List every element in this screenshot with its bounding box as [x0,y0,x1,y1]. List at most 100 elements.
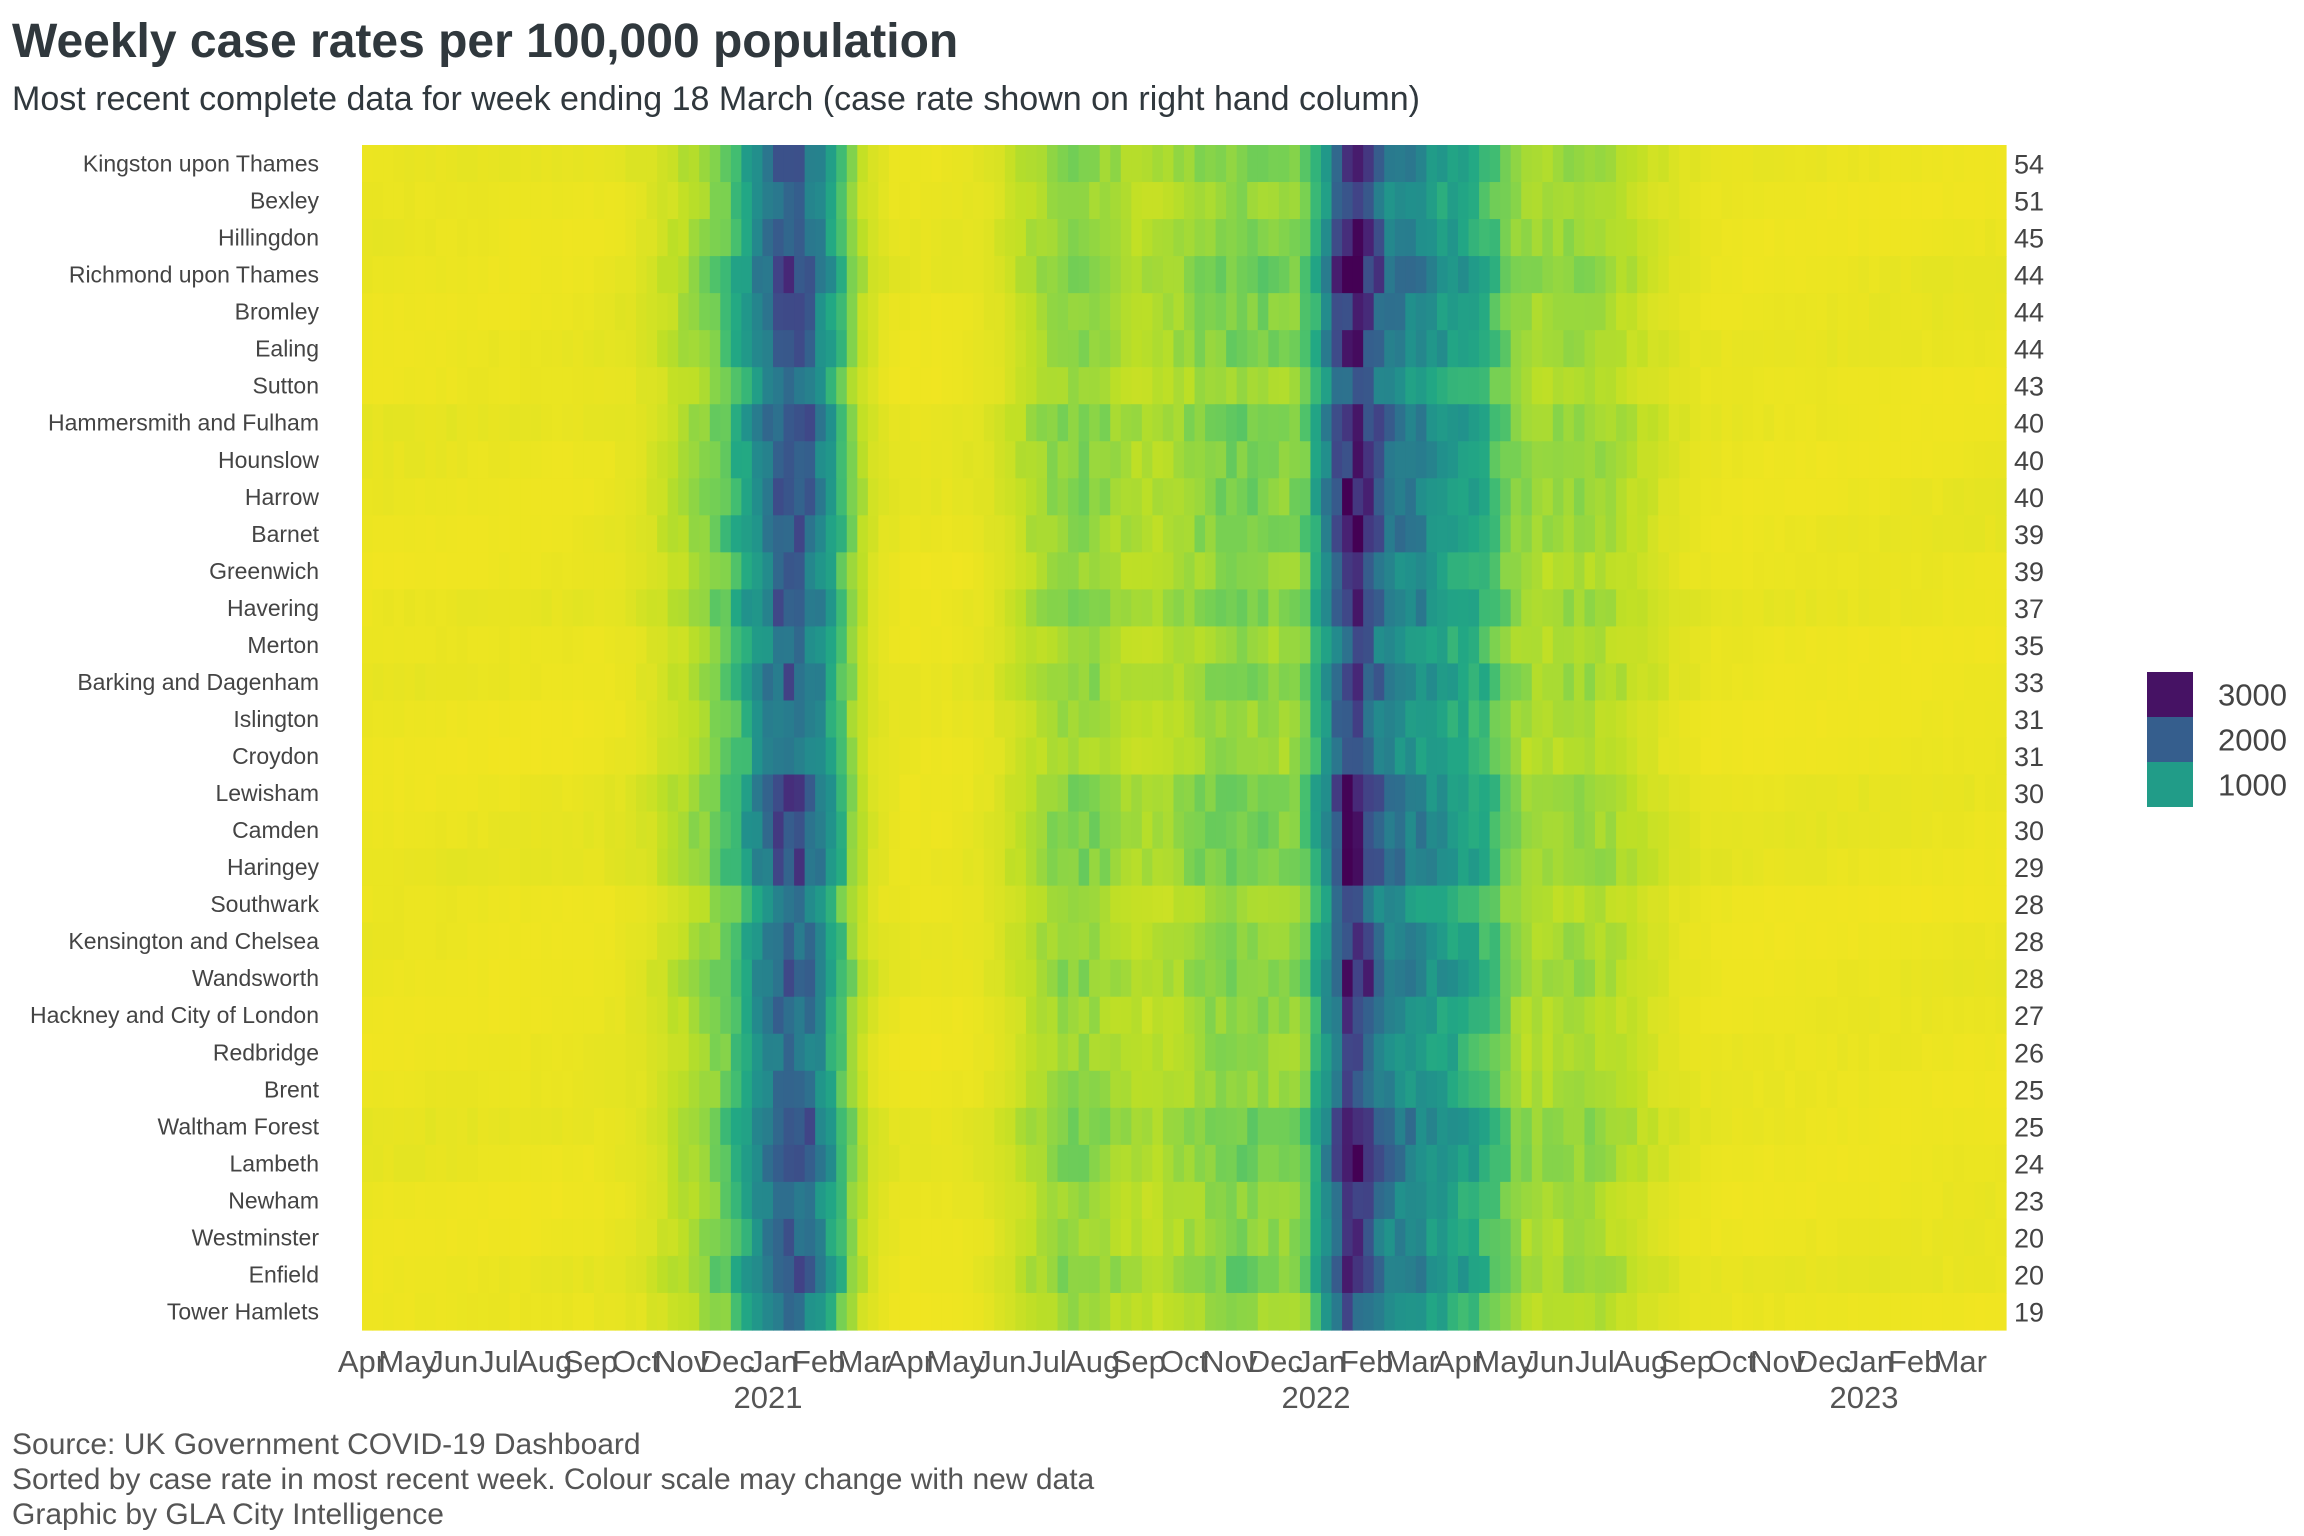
heatmap-cell[interactable] [1573,922,1586,961]
heatmap-cell[interactable] [1447,367,1459,405]
heatmap-cell[interactable] [952,1218,964,1257]
heatmap-cell[interactable] [794,1292,806,1331]
heatmap-cell[interactable] [1626,1181,1638,1220]
heatmap-cell[interactable] [1078,1107,1090,1146]
heatmap-cell[interactable] [572,441,584,479]
heatmap-cell[interactable] [1816,996,1828,1035]
heatmap-cell[interactable] [1289,959,1301,998]
heatmap-cell[interactable] [1542,959,1554,998]
heatmap-cell[interactable] [1468,1033,1480,1072]
heatmap-cell[interactable] [1468,145,1480,183]
heatmap-cell[interactable] [973,1181,985,1220]
heatmap-cell[interactable] [846,1107,858,1146]
heatmap-cell[interactable] [1531,774,1543,813]
heatmap-cell[interactable] [1595,848,1607,887]
heatmap-cell[interactable] [1521,737,1533,776]
heatmap-cell[interactable] [1436,1181,1449,1220]
heatmap-cell[interactable] [878,515,890,553]
heatmap-cell[interactable] [1299,293,1312,331]
heatmap-cell[interactable] [551,1070,563,1109]
heatmap-cell[interactable] [1141,959,1153,998]
heatmap-cell[interactable] [1247,1181,1259,1220]
heatmap-cell[interactable] [625,700,637,739]
heatmap-cell[interactable] [467,478,479,516]
heatmap-cell[interactable] [1763,182,1775,220]
heatmap-cell[interactable] [825,478,837,516]
heatmap-cell[interactable] [1689,1255,1701,1294]
heatmap-cell[interactable] [456,219,468,257]
heatmap-cell[interactable] [1468,1070,1480,1109]
heatmap-cell[interactable] [1911,1292,1923,1331]
heatmap-chart[interactable]: Kingston upon ThamesBexleyHillingdonRich… [0,0,2304,1440]
heatmap-cell[interactable] [794,626,806,665]
heatmap-cell[interactable] [709,219,721,257]
heatmap-cell[interactable] [994,256,1006,294]
heatmap-cell[interactable] [1226,1255,1238,1294]
heatmap-cell[interactable] [1984,1107,1997,1146]
heatmap-cell[interactable] [1637,774,1649,813]
heatmap-cell[interactable] [604,478,616,516]
heatmap-cell[interactable] [1141,885,1153,924]
heatmap-cell[interactable] [1932,885,1944,924]
heatmap-cell[interactable] [1004,1292,1016,1331]
heatmap-cell[interactable] [1489,1218,1501,1257]
heatmap-cell[interactable] [614,515,627,553]
heatmap-cell[interactable] [1753,441,1765,479]
heatmap-cell[interactable] [1004,663,1016,702]
heatmap-cell[interactable] [520,626,532,665]
heatmap-cell[interactable] [846,293,858,331]
heatmap-cell[interactable] [509,552,521,590]
heatmap-cell[interactable] [1426,589,1438,628]
heatmap-cell[interactable] [1595,1218,1607,1257]
heatmap-cell[interactable] [730,1181,742,1220]
heatmap-cell[interactable] [1942,293,1954,331]
heatmap-cell[interactable] [583,552,595,590]
heatmap-cell[interactable] [1110,441,1122,479]
heatmap-cell[interactable] [1363,219,1375,257]
heatmap-cell[interactable] [1573,1218,1586,1257]
heatmap-cell[interactable] [1626,1218,1638,1257]
heatmap-cell[interactable] [1890,848,1902,887]
heatmap-cell[interactable] [931,1292,943,1331]
heatmap-cell[interactable] [1036,737,1048,776]
heatmap-cell[interactable] [1510,1292,1522,1331]
heatmap-cell[interactable] [1616,959,1628,998]
heatmap-cell[interactable] [1194,182,1206,220]
heatmap-cell[interactable] [625,293,637,331]
heatmap-cell[interactable] [435,922,447,961]
heatmap-cell[interactable] [1426,959,1438,998]
heatmap-cell[interactable] [1637,700,1649,739]
heatmap-cell[interactable] [952,256,964,294]
heatmap-cell[interactable] [1162,293,1175,331]
heatmap-cell[interactable] [551,996,563,1035]
heatmap-cell[interactable] [1289,626,1301,665]
heatmap-cell[interactable] [699,811,711,850]
heatmap-cell[interactable] [1479,1070,1491,1109]
heatmap-cell[interactable] [1257,552,1269,590]
heatmap-cell[interactable] [1953,811,1965,850]
heatmap-cell[interactable] [1184,145,1196,183]
heatmap-cell[interactable] [1352,700,1364,739]
heatmap-cell[interactable] [1321,1255,1333,1294]
heatmap-cell[interactable] [1089,1181,1101,1220]
heatmap-cell[interactable] [1858,1107,1870,1146]
heatmap-cell[interactable] [1616,589,1628,628]
heatmap-cell[interactable] [720,589,732,628]
heatmap-cell[interactable] [1215,404,1227,442]
heatmap-cell[interactable] [667,1144,679,1183]
heatmap-cell[interactable] [1384,1255,1396,1294]
heatmap-cell[interactable] [593,256,605,294]
heatmap-cell[interactable] [1310,404,1322,442]
heatmap-cell[interactable] [1784,700,1796,739]
heatmap-cell[interactable] [1036,404,1048,442]
heatmap-cell[interactable] [783,293,795,331]
heatmap-cell[interactable] [1521,515,1533,553]
heatmap-cell[interactable] [1805,848,1817,887]
heatmap-cell[interactable] [1489,293,1501,331]
heatmap-cell[interactable] [1605,848,1617,887]
heatmap-cell[interactable] [541,737,553,776]
heatmap-cell[interactable] [362,922,374,961]
heatmap-cell[interactable] [1110,1218,1122,1257]
heatmap-cell[interactable] [1900,737,1912,776]
heatmap-cell[interactable] [1099,1255,1111,1294]
